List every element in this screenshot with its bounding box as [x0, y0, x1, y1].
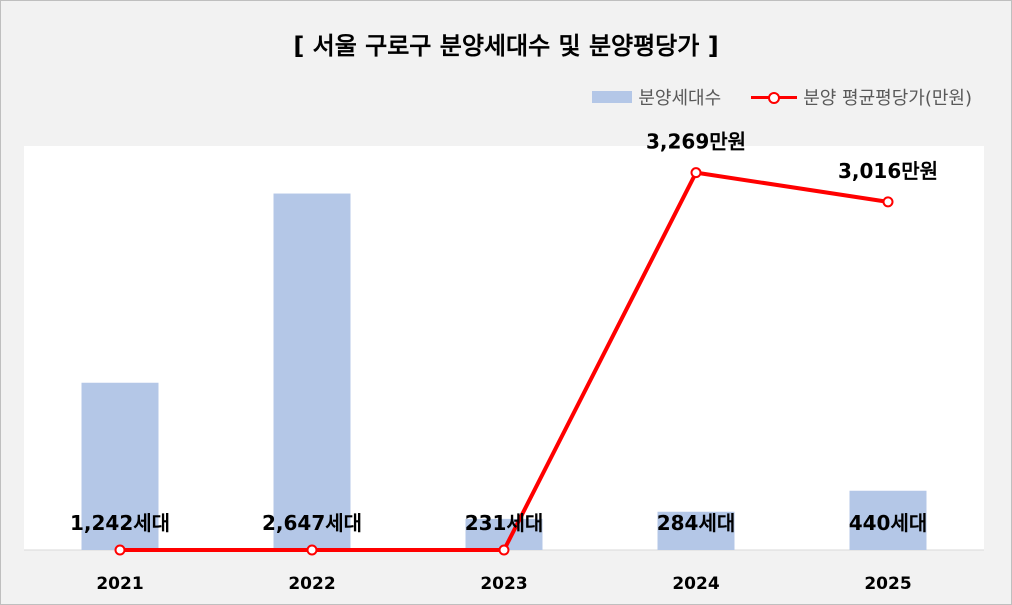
- bar-label-2025: 440세대: [849, 511, 928, 535]
- x-tick-2024: 2024: [672, 574, 719, 594]
- legend-bar-label: 분양세대수: [638, 88, 722, 109]
- bar-2024: [657, 511, 735, 550]
- bar-label-2024: 284세대: [657, 511, 736, 535]
- line-point-2024: [690, 167, 702, 179]
- x-tick-2023: 2023: [480, 574, 527, 594]
- line-point-2025: [882, 196, 894, 208]
- bar-label-2023: 231세대: [465, 511, 544, 535]
- legend: 분양세대수 분양 평균평당가(만원): [592, 84, 972, 110]
- line-label-2024: 3,269만원: [646, 130, 746, 154]
- x-tick-labels: 2021 2022 2023 2024 2025: [96, 574, 911, 594]
- legend-line-swatch: [751, 90, 798, 104]
- legend-item-bar: 분양세대수: [592, 84, 721, 110]
- x-tick-2022: 2022: [288, 574, 335, 594]
- line-point-2022: [306, 544, 318, 556]
- line-point-2023: [498, 544, 510, 556]
- line-series: [114, 167, 894, 556]
- data-labels: 1,242세대 2,647세대 231세대 284세대 440세대 3,269만원 3,01…: [70, 130, 938, 535]
- bar-2025: [849, 490, 927, 550]
- bar-label-2022: 2,647세대: [262, 511, 362, 535]
- x-tick-2025: 2025: [864, 574, 911, 594]
- line-label-2025: 3,016만원: [838, 159, 938, 183]
- legend-line-label: 분양 평균평당가(만원): [803, 88, 972, 109]
- x-tick-2021: 2021: [96, 574, 143, 594]
- bar-label-2021: 1,242세대: [70, 511, 170, 535]
- legend-item-line: 분양 평균평당가(만원): [721, 84, 972, 110]
- line-point-2021: [114, 544, 126, 556]
- legend-bar-swatch: [592, 91, 633, 103]
- bar-2022: [273, 193, 351, 550]
- plot-area: [24, 146, 984, 550]
- chart-title: [ 서울 구로구 분양세대수 및 분양평당가 ]: [293, 32, 719, 60]
- bar-2021: [81, 382, 159, 550]
